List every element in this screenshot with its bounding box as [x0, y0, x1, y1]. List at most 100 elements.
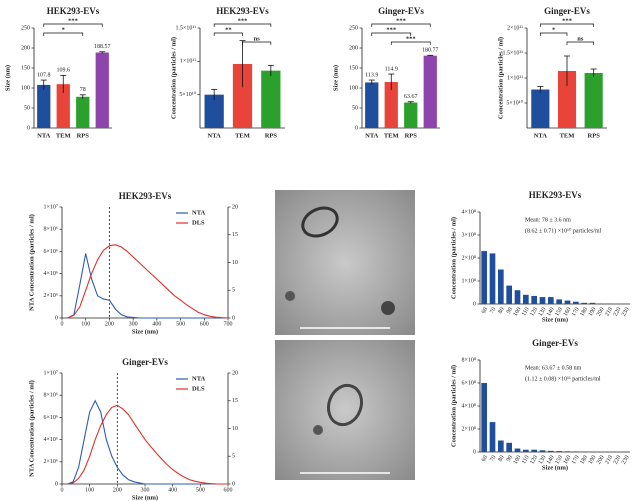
x-tick-label: 200 [113, 487, 122, 493]
series-line [67, 244, 229, 319]
bar [564, 451, 571, 452]
x-tick-label: 110 [521, 455, 531, 466]
x-tick-label: 150 [554, 455, 564, 466]
bar [556, 299, 562, 304]
y-tick-label: 250 [21, 25, 30, 31]
y-tick-label: 4×10⁸ [462, 209, 476, 215]
x-tick-label: 140 [546, 307, 556, 318]
x-tick-label: TEM [56, 132, 71, 139]
series-line [67, 404, 228, 485]
data-label: 113.9 [365, 72, 378, 78]
x-tick-label: TEM [235, 132, 250, 139]
y-tick-label: 1×10¹¹ [507, 75, 523, 81]
bar [37, 84, 51, 128]
y-tick-label: 100 [21, 85, 30, 91]
data-label: 63.67 [404, 94, 418, 100]
x-tick-label: 0 [61, 321, 64, 327]
x-tick-label: 130 [538, 455, 548, 466]
y-tick-label: 2×10⁸ [462, 426, 476, 432]
legend-label: NTA [192, 209, 206, 216]
x-tick-label: 140 [546, 455, 556, 466]
y-tick-label: 150 [21, 65, 30, 71]
bar [481, 383, 487, 452]
x-tick-label: 80 [498, 455, 506, 463]
significance-bracket [43, 23, 103, 27]
bar [531, 89, 550, 128]
bar-chart: HEK293-EVs Concentration (particles / ml)… [450, 190, 630, 323]
y-tick-label: 1×10⁸ [462, 278, 476, 284]
y-tick-label: 0 [473, 449, 476, 455]
x-tick-label: 170 [571, 455, 581, 466]
y-tick-label: 20 [232, 370, 238, 376]
x-tick-label: 500 [196, 487, 205, 493]
x-tick-label: RPS [588, 132, 601, 139]
bar [531, 295, 537, 304]
bar [557, 71, 577, 128]
bar-chart: HEK293-EVs Concentration (particles / ml)… [170, 6, 285, 139]
data-label: 78 [80, 87, 86, 93]
x-axis-label: Size (nm) [132, 328, 158, 335]
x-tick-label: 70 [489, 455, 497, 463]
significance-label: *** [238, 17, 248, 24]
x-tick-label: 300 [141, 487, 150, 493]
y-tick-label: 5 [232, 288, 235, 294]
y-tick-label: 15 [232, 398, 238, 404]
x-tick-label: 500 [176, 321, 185, 327]
bar [531, 449, 537, 452]
x-tick-label: 60 [481, 307, 489, 315]
significance-bracket [390, 41, 431, 45]
y-tick-label: 1×10⁷ [44, 370, 58, 376]
bar [539, 297, 546, 304]
significance-bracket [539, 23, 595, 27]
y-axis-label: Concentration (particles / ml) [170, 37, 177, 119]
x-tick-label: 400 [152, 321, 161, 327]
y-tick-label: 15 [232, 232, 238, 238]
data-label: 188.57 [94, 44, 111, 50]
x-axis-label: Size (nm) [542, 464, 568, 471]
bar [232, 64, 253, 128]
x-tick-label: 210 [604, 455, 614, 466]
bar [564, 300, 571, 304]
bar [523, 449, 529, 452]
x-tick-label: 230 [621, 307, 631, 318]
y-tick-label: 5×10¹⁰ [179, 91, 196, 98]
x-tick-label: 160 [563, 307, 573, 318]
bar [423, 55, 437, 128]
chart-title: Ginger-EVs [532, 338, 578, 348]
bar [365, 82, 379, 128]
significance-bracket [371, 23, 431, 27]
significance-bracket [213, 32, 243, 36]
bar [514, 290, 521, 304]
x-tick-label: 60 [481, 455, 489, 463]
y-axis-label: NTA Concentration (particles / ml) [28, 214, 35, 311]
x-tick-label: 190 [588, 455, 598, 466]
y-tick-label: 2×10⁸ [462, 255, 476, 261]
significance-label: * [552, 26, 555, 33]
bar [56, 84, 70, 128]
x-tick-label: 120 [529, 455, 539, 466]
data-label: 107.8 [37, 72, 51, 78]
y-tick-label: 6×10⁶ [44, 249, 58, 255]
annotation: (8.62 ± 0.71) ×10¹⁰ particles/ml [525, 227, 602, 234]
bar-chart: Ginger-EVs Concentration (particles / ml)… [497, 6, 607, 139]
series-line [67, 399, 228, 485]
significance-bracket [242, 41, 272, 45]
bar [556, 451, 562, 452]
significance-label: *** [396, 17, 406, 24]
x-tick-label: RPS [265, 132, 278, 139]
y-tick-label: 5 [232, 454, 235, 460]
annotation: Mean: 63.67 ± 0.58 nm [525, 365, 582, 371]
y-tick-label: 0 [55, 315, 58, 321]
bar [95, 52, 109, 128]
y-tick-label: 4×10⁸ [462, 403, 476, 409]
significance-bracket [43, 32, 84, 36]
y-tick-label: 4×10⁶ [44, 437, 58, 443]
bar [539, 450, 546, 452]
y-tick-label: 8×10⁶ [44, 393, 58, 399]
y-axis-label: Size (nm) [332, 65, 339, 91]
significance-label: *** [406, 35, 416, 42]
x-axis-label: Size (nm) [132, 494, 158, 501]
x-tick-label: TEM [560, 132, 575, 139]
bar [261, 70, 281, 128]
bar [523, 294, 529, 304]
